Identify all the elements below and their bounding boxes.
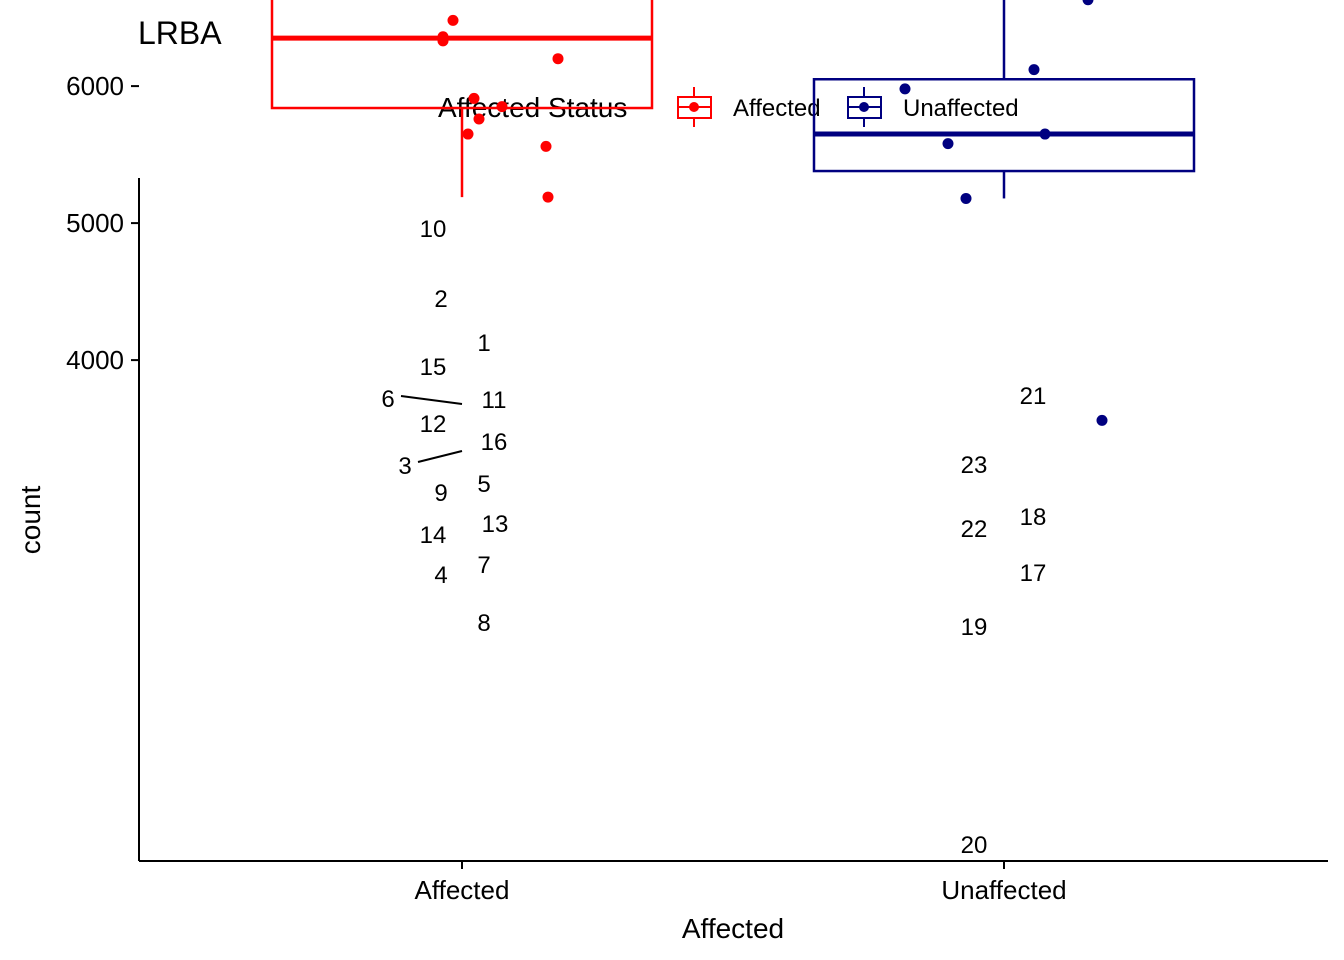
data-point-12 [447,14,459,26]
x-tick-label: Affected [415,875,510,905]
data-point-9 [552,53,564,65]
iqr-box [812,78,1196,173]
legend-key-point [689,102,699,112]
x-axis-title: Affected [682,913,784,944]
data-point-8 [542,191,554,203]
box-affected [270,0,654,198]
data-point-18 [1028,64,1040,76]
point-label-21: 21 [1020,383,1047,410]
axes: 40005000600070008000 AffectedUnaffected … [15,71,1328,944]
point-label-1: 1 [477,330,490,357]
label-leader-line [417,450,463,463]
point-label-8: 8 [477,610,490,637]
data-point-20 [1096,414,1108,426]
box-unaffected [812,0,1196,199]
point-label-4: 4 [434,562,447,589]
point-label-11: 11 [482,387,507,414]
point-label-12: 12 [420,411,447,438]
y-axis-title: count [15,486,46,555]
data-point-23 [899,83,911,95]
label-leader-line [400,395,463,405]
data-point-17 [1039,128,1051,140]
point-label-10: 10 [420,216,447,243]
data-point-14 [462,128,474,140]
point-label-16: 16 [481,429,508,456]
point-label-22: 22 [961,516,988,543]
legend-key-point [859,102,869,112]
legend-entry-unaffected: Unaffected [847,87,1019,127]
data-point-5 [468,92,480,104]
point-label-13: 13 [482,511,509,538]
iqr-box [270,0,654,110]
point-label-20: 20 [961,832,988,859]
chart-title: LRBA [138,15,222,51]
data-point-4 [540,140,552,152]
legend: Affected Status Affected Unaffected [438,87,1019,127]
point-label-3: 3 [398,453,411,480]
point-label-2: 2 [434,286,447,313]
x-tick-label: Unaffected [941,875,1066,905]
point-label-14: 14 [420,522,447,549]
point-label-18: 18 [1020,504,1047,531]
legend-label: Affected [733,95,821,122]
point-label-19: 19 [961,614,988,641]
legend-label: Unaffected [903,95,1019,122]
data-point-7 [473,113,485,125]
data-point-3 [437,35,449,47]
y-tick-label: 4000 [66,345,124,375]
point-label-5: 5 [477,471,490,498]
point-label-7: 7 [477,552,490,579]
data-point-21 [1082,0,1094,6]
legend-entry-affected: Affected [677,87,821,127]
point-label-17: 17 [1020,560,1047,587]
point-label-6: 6 [381,386,394,413]
data-point-22 [942,138,954,150]
point-label-23: 23 [961,452,988,479]
data-point-19 [960,192,972,204]
point-label-9: 9 [434,480,447,507]
y-tick-label: 5000 [66,208,124,238]
y-tick-label: 6000 [66,71,124,101]
point-label-15: 15 [420,354,447,381]
data-point-13 [496,101,508,113]
